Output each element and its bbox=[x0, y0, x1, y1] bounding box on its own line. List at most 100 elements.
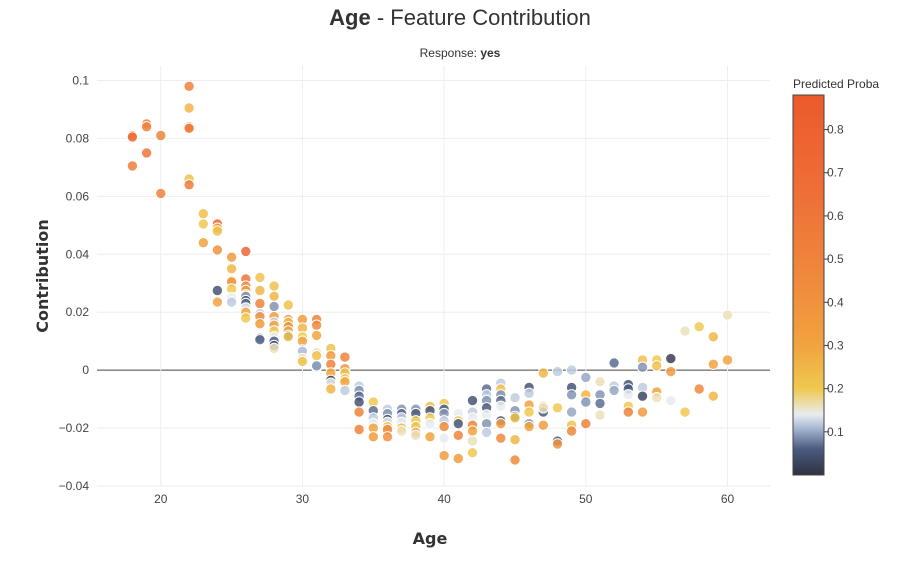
data-point[interactable] bbox=[523, 420, 535, 433]
data-point[interactable] bbox=[565, 364, 578, 376]
data-point[interactable] bbox=[495, 418, 507, 430]
data-point[interactable] bbox=[509, 434, 521, 446]
data-point[interactable] bbox=[565, 406, 578, 418]
data-point[interactable] bbox=[466, 394, 479, 407]
data-point[interactable] bbox=[466, 435, 479, 447]
data-point[interactable] bbox=[254, 334, 266, 346]
data-point[interactable] bbox=[395, 425, 408, 437]
data-point[interactable] bbox=[580, 418, 592, 430]
data-point[interactable] bbox=[594, 397, 606, 410]
data-point[interactable] bbox=[537, 419, 549, 431]
data-point[interactable] bbox=[424, 431, 436, 443]
data-point[interactable] bbox=[580, 371, 592, 384]
data-point[interactable] bbox=[211, 284, 224, 297]
data-point[interactable] bbox=[466, 425, 479, 437]
data-point[interactable] bbox=[268, 290, 280, 302]
data-point[interactable] bbox=[254, 318, 266, 330]
data-point[interactable] bbox=[693, 321, 705, 333]
data-point[interactable] bbox=[183, 102, 195, 114]
data-point[interactable] bbox=[523, 406, 535, 418]
data-point[interactable] bbox=[339, 384, 351, 397]
data-point[interactable] bbox=[651, 392, 663, 404]
data-point[interactable] bbox=[565, 389, 578, 401]
data-point[interactable] bbox=[651, 360, 663, 372]
data-point[interactable] bbox=[509, 392, 521, 404]
data-point[interactable] bbox=[693, 383, 705, 395]
data-point[interactable] bbox=[594, 376, 606, 388]
data-point[interactable] bbox=[211, 296, 224, 308]
data-point[interactable] bbox=[225, 263, 238, 275]
data-point[interactable] bbox=[438, 432, 450, 444]
data-point[interactable] bbox=[126, 160, 139, 172]
data-point[interactable] bbox=[608, 384, 620, 397]
data-point[interactable] bbox=[353, 406, 365, 418]
data-point[interactable] bbox=[622, 389, 634, 401]
data-point[interactable] bbox=[636, 390, 649, 402]
data-point[interactable] bbox=[211, 225, 224, 237]
data-point[interactable] bbox=[452, 452, 464, 465]
data-point[interactable] bbox=[254, 271, 266, 284]
data-point[interactable] bbox=[240, 312, 252, 324]
data-point[interactable] bbox=[353, 396, 365, 408]
data-point[interactable] bbox=[310, 319, 323, 331]
data-point[interactable] bbox=[580, 396, 592, 408]
data-point[interactable] bbox=[381, 431, 394, 443]
data-point[interactable] bbox=[268, 342, 280, 355]
data-point[interactable] bbox=[211, 244, 224, 256]
data-point[interactable] bbox=[721, 354, 734, 366]
data-point[interactable] bbox=[268, 300, 280, 313]
data-point[interactable] bbox=[665, 394, 677, 407]
data-point[interactable] bbox=[523, 387, 535, 399]
data-point[interactable] bbox=[225, 251, 238, 263]
data-point[interactable] bbox=[495, 432, 507, 444]
data-point[interactable] bbox=[197, 218, 210, 230]
data-point[interactable] bbox=[721, 309, 734, 321]
data-point[interactable] bbox=[707, 390, 719, 402]
data-point[interactable] bbox=[367, 431, 379, 443]
data-point[interactable] bbox=[480, 426, 493, 439]
data-point[interactable] bbox=[140, 147, 153, 159]
data-point[interactable] bbox=[240, 245, 252, 258]
data-point[interactable] bbox=[310, 329, 323, 342]
data-point[interactable] bbox=[183, 122, 195, 135]
data-point[interactable] bbox=[225, 296, 238, 308]
data-point[interactable] bbox=[424, 418, 436, 430]
data-point[interactable] bbox=[126, 131, 139, 143]
data-point[interactable] bbox=[594, 409, 606, 421]
data-point[interactable] bbox=[707, 331, 719, 343]
data-point[interactable] bbox=[438, 420, 450, 433]
data-point[interactable] bbox=[495, 400, 507, 412]
data-point[interactable] bbox=[183, 179, 195, 191]
data-point[interactable] bbox=[551, 365, 564, 378]
data-point[interactable] bbox=[665, 352, 677, 365]
data-point[interactable] bbox=[452, 418, 464, 430]
data-point[interactable] bbox=[268, 280, 280, 292]
data-point[interactable] bbox=[339, 351, 351, 363]
data-point[interactable] bbox=[509, 412, 521, 424]
data-point[interactable] bbox=[509, 454, 521, 466]
data-point[interactable] bbox=[155, 129, 167, 142]
data-point[interactable] bbox=[665, 365, 677, 378]
data-point[interactable] bbox=[551, 402, 564, 414]
data-point[interactable] bbox=[353, 423, 365, 436]
data-point[interactable] bbox=[296, 355, 309, 368]
data-point[interactable] bbox=[254, 284, 266, 297]
data-point[interactable] bbox=[537, 367, 549, 379]
data-point[interactable] bbox=[452, 429, 464, 441]
data-point[interactable] bbox=[310, 350, 323, 362]
data-point[interactable] bbox=[565, 425, 578, 437]
data-point[interactable] bbox=[183, 80, 195, 93]
data-point[interactable] bbox=[636, 361, 649, 373]
data-point[interactable] bbox=[155, 187, 167, 200]
data-point[interactable] bbox=[140, 121, 153, 133]
data-point[interactable] bbox=[282, 299, 294, 311]
data-point[interactable] bbox=[410, 429, 422, 441]
data-point[interactable] bbox=[679, 325, 691, 337]
data-point[interactable] bbox=[537, 402, 549, 414]
data-point[interactable] bbox=[282, 331, 294, 343]
data-point[interactable] bbox=[310, 360, 323, 372]
data-point[interactable] bbox=[679, 406, 691, 418]
data-point[interactable] bbox=[438, 449, 450, 462]
data-point[interactable] bbox=[466, 447, 479, 459]
data-point[interactable] bbox=[636, 406, 649, 418]
